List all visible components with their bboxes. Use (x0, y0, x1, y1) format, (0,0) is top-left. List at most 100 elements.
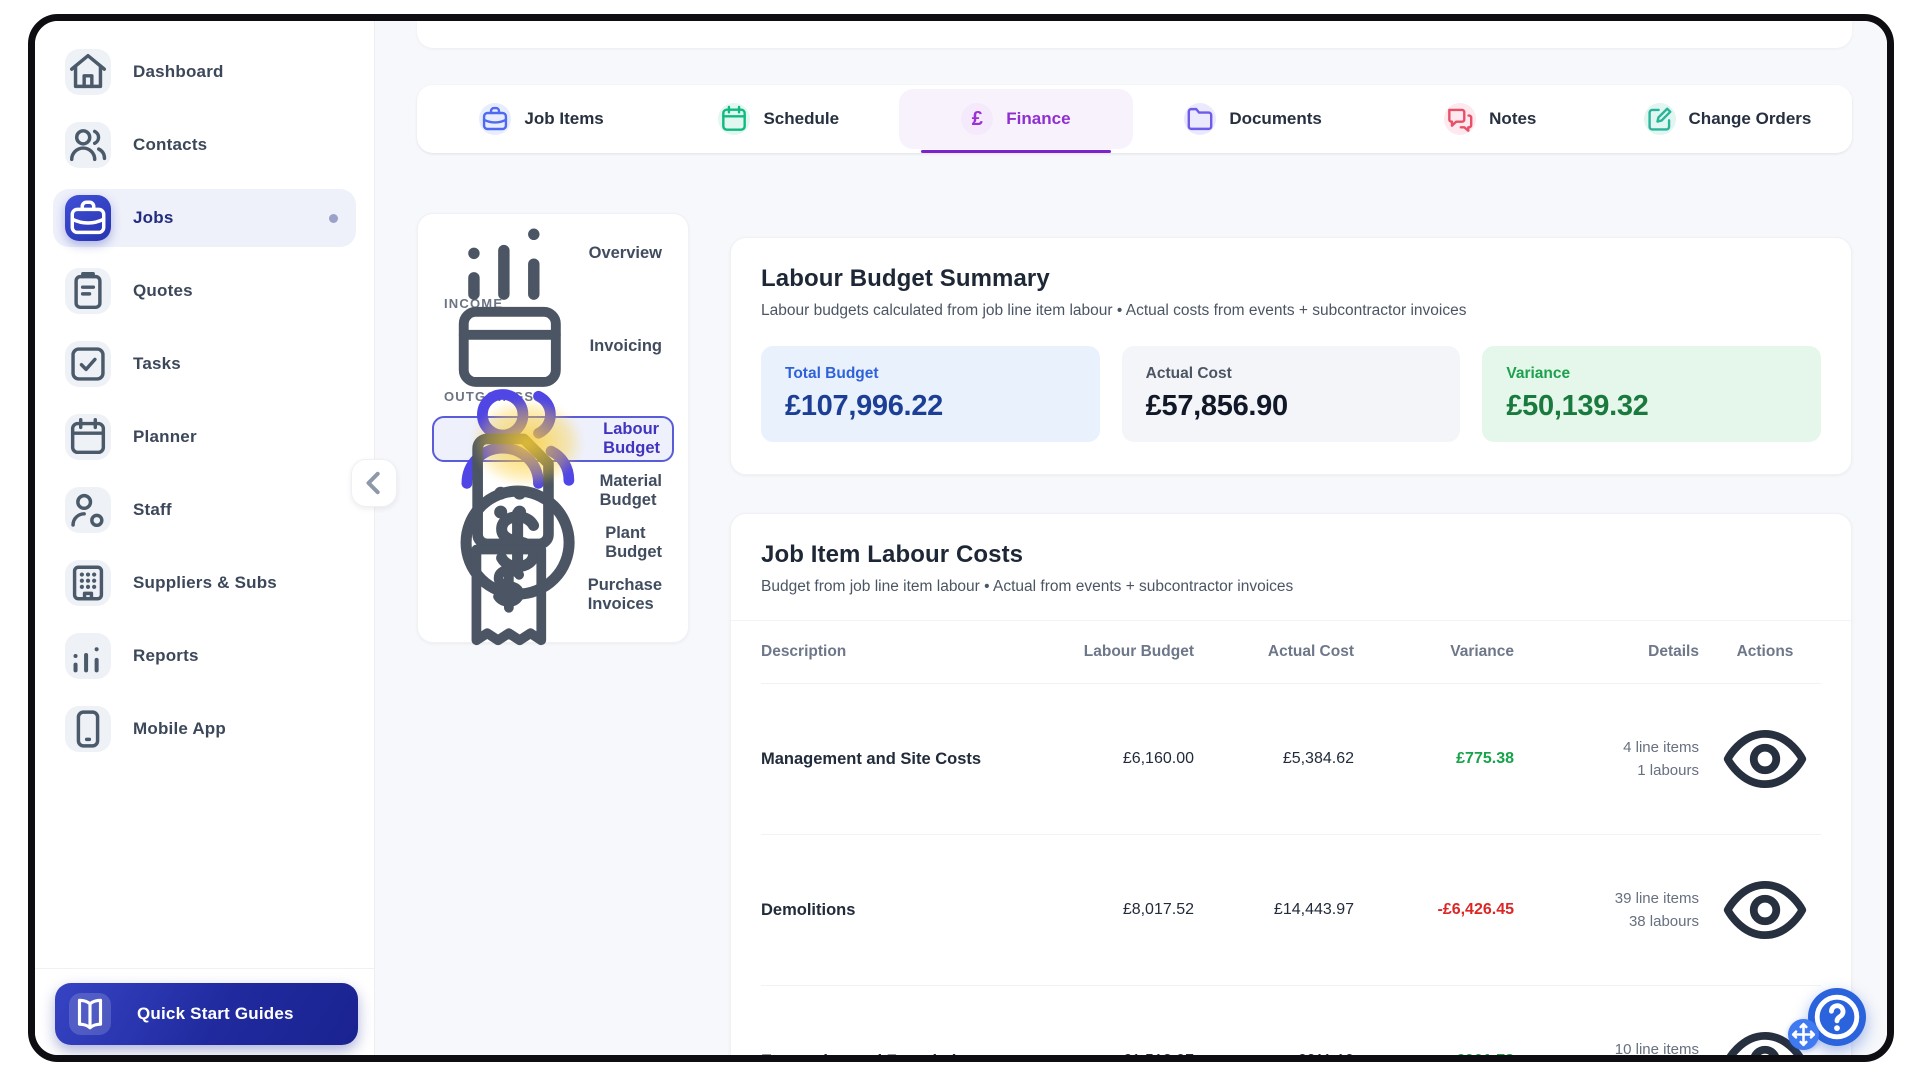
summary-tile-total-budget: Total Budget £107,996.22 (761, 346, 1100, 442)
row-description: Management and Site Costs (761, 749, 982, 768)
tab-finance[interactable]: £ Finance (899, 89, 1133, 153)
summary-tile-label: Variance (1506, 365, 1571, 382)
sidebar-item-label: Jobs (133, 208, 174, 227)
sidebar-item-quotes[interactable]: Quotes (53, 262, 356, 320)
tab-label: Schedule (763, 109, 840, 128)
view-details-button[interactable] (1709, 854, 1821, 966)
row-labour-budget: £6,160.00 (1122, 750, 1194, 767)
tab-job-items[interactable]: Job Items (425, 89, 658, 149)
sidebar-item-label: Staff (133, 500, 172, 519)
tab-label: Finance (1006, 109, 1071, 128)
drag-handle-button[interactable] (1788, 1019, 1819, 1050)
finance-nav-label: Invoicing (589, 336, 662, 355)
help-button[interactable] (1808, 988, 1866, 1046)
summary-tile-label: Actual Cost (1145, 365, 1232, 382)
row-labour-budget: £1,512.97 (1034, 1052, 1194, 1055)
row-details-line: 38 labours (1628, 913, 1699, 930)
row-details: 10 line items6 labours (1524, 1038, 1699, 1055)
book-open-icon (69, 993, 111, 1035)
tab-label: Documents (1229, 109, 1322, 128)
summary-tile-value: £107,996.22 (785, 390, 943, 422)
briefcase-icon (65, 195, 111, 241)
table-row: Management and Site Costs £6,160.00 £5,384… (761, 683, 1821, 834)
row-details: 39 line items 38 labours (1524, 887, 1699, 934)
tab-change-orders[interactable]: Change Orders (1611, 89, 1844, 149)
summary-tile-value: £57,856.90 (1145, 390, 1288, 422)
finance-nav-label: Labour Budget (603, 420, 660, 457)
tab-notes[interactable]: Notes (1374, 89, 1607, 149)
row-details-line: 39 line items (1614, 889, 1699, 907)
column-header-actions: Actions (1736, 643, 1794, 660)
finance-subnav: Overview INCOME Invoicing OUTGOINGS Labour B… (417, 213, 689, 646)
sidebar-item-label: Reports (133, 646, 199, 665)
sidebar-nav: Dashboard Contacts Jobs Quotes Tasks Planner S… (35, 43, 374, 968)
labour-budget-summary-card: Labour Budget Summary Labour budgets cal… (730, 237, 1852, 475)
sidebar-item-mobile-app[interactable]: Mobile App (53, 700, 356, 758)
building-icon (65, 560, 111, 606)
sidebar-item-contacts[interactable]: Contacts (53, 116, 356, 174)
quick-start-guides-button[interactable]: Quick Start Guides (55, 983, 358, 1045)
book-open-icon (69, 993, 111, 1035)
eye-icon (1713, 1009, 1817, 1055)
credit-card-icon (444, 280, 576, 412)
finance-nav-item-overview[interactable]: Overview (432, 228, 674, 300)
tab-documents[interactable]: Documents (1137, 89, 1370, 149)
calendar-icon (65, 414, 111, 460)
row-actions (1709, 854, 1821, 966)
job-tabbar: Job Items Schedule £ Finance Documents Notes C… (417, 85, 1852, 153)
finance-nav-item-purchase-invoices[interactable]: Purchase Invoices (432, 544, 674, 646)
sidebar-item-staff[interactable]: Staff (53, 481, 356, 539)
sidebar-item-label: Contacts (133, 135, 208, 154)
clipboard-icon (65, 268, 111, 314)
costs-subtitle: Budget from job line item labour • Actua… (761, 578, 1294, 595)
bar-chart-icon (65, 633, 111, 679)
summary-tile-label: Total Budget (785, 365, 879, 382)
summary-tile-actual-cost: Actual Cost £57,856.90 (1121, 346, 1461, 442)
view-details-button[interactable] (1709, 1005, 1821, 1055)
chevron-left-icon (352, 461, 396, 505)
sidebar-item-tasks[interactable]: Tasks (53, 335, 356, 393)
row-actual-cost: £611.19 (1204, 1052, 1354, 1055)
row-labour-budget: £8,017.52 (1122, 901, 1194, 918)
column-header-description: Description (761, 643, 847, 660)
main-area: Job Items Schedule £ Finance Documents Notes C… (375, 21, 1887, 1055)
sidebar-collapse-button[interactable] (351, 459, 397, 507)
briefcase-icon (479, 103, 511, 135)
row-actual-cost: £14,443.97 (1273, 901, 1354, 918)
eye-icon (1713, 858, 1817, 962)
check-square-icon (65, 341, 111, 387)
row-actual-cost: £5,384.62 (1282, 750, 1354, 767)
sidebar-item-planner[interactable]: Planner (53, 408, 356, 466)
view-details-button[interactable] (1709, 703, 1821, 815)
tab-schedule[interactable]: Schedule (662, 89, 895, 149)
sidebar-item-dashboard[interactable]: Dashboard (53, 43, 356, 101)
table-row: Demolitions £8,017.52 £14,443.97 -£6,426.45… (761, 834, 1821, 985)
chat-icon (1444, 103, 1476, 135)
sidebar-item-suppliers-subs[interactable]: Suppliers & Subs (53, 554, 356, 612)
row-variance: -£6,426.45 (1437, 901, 1514, 918)
row-actions (1709, 1005, 1821, 1055)
tab-label: Job Items (524, 109, 604, 128)
folder-icon (1184, 103, 1216, 135)
sidebar-item-label: Planner (133, 427, 197, 446)
main-sidebar: Dashboard Contacts Jobs Quotes Tasks Planner S… (35, 21, 397, 1055)
costs-table-body: Management and Site Costs £6,160.00 £5,384… (761, 683, 1821, 1055)
column-header-actual-cost: Actual Cost (1267, 643, 1354, 660)
sidebar-item-label: Dashboard (133, 62, 224, 81)
sidebar-item-jobs[interactable]: Jobs (53, 189, 356, 247)
tab-label: Change Orders (1688, 109, 1812, 128)
sidebar-item-label: Quotes (133, 281, 193, 300)
column-header-variance: Variance (1450, 643, 1514, 660)
costs-table-header: Description Labour Budget Actual Cost Varia… (761, 621, 1821, 683)
costs-table: Description Labour Budget Actual Cost Varia… (731, 621, 1851, 1055)
sidebar-item-reports[interactable]: Reports (53, 627, 356, 685)
summary-tile-variance: Variance £50,139.32 (1482, 346, 1822, 442)
finance-content-column: Labour Budget Summary Labour budgets cal… (730, 237, 1852, 1055)
job-header-card-bottom (417, 21, 1852, 48)
notification-dot (329, 213, 338, 223)
job-item-labour-costs-card: Job Item Labour Costs Budget from job li… (730, 513, 1852, 1055)
summary-subtitle: Labour budgets calculated from job line … (761, 302, 1467, 319)
row-details: 4 line items 1 labours (1524, 736, 1699, 783)
finance-nav-label: Plant Budget (605, 524, 663, 561)
finance-nav-item-invoicing[interactable]: Invoicing (432, 307, 674, 388)
